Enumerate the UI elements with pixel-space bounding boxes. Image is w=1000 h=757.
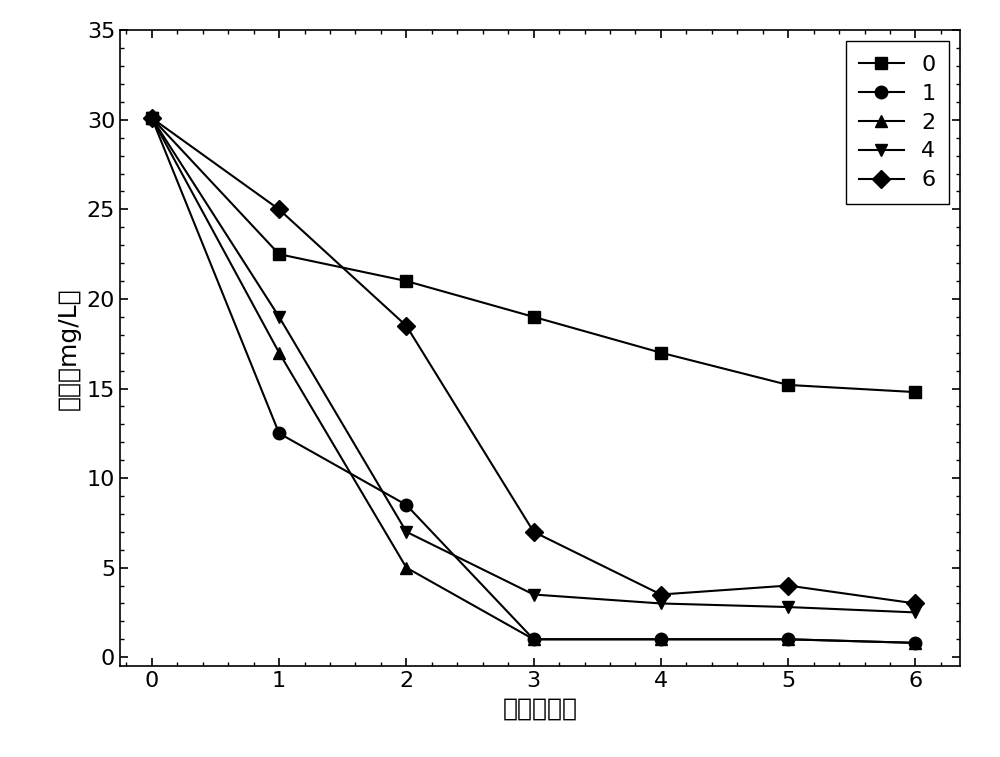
4 bbox=[273, 313, 285, 322]
4 bbox=[782, 603, 794, 612]
1 bbox=[909, 638, 921, 647]
4 bbox=[655, 599, 667, 608]
Y-axis label: 总氮（mg/L）: 总氮（mg/L） bbox=[57, 287, 81, 410]
0 bbox=[146, 114, 158, 123]
6 bbox=[400, 321, 412, 330]
1 bbox=[146, 114, 158, 123]
1 bbox=[782, 635, 794, 644]
6 bbox=[528, 528, 540, 537]
2 bbox=[909, 638, 921, 647]
4 bbox=[146, 114, 158, 123]
6 bbox=[909, 599, 921, 608]
Line: 0: 0 bbox=[146, 112, 922, 398]
2 bbox=[400, 563, 412, 572]
0 bbox=[400, 276, 412, 285]
0 bbox=[909, 388, 921, 397]
6 bbox=[146, 114, 158, 123]
2 bbox=[146, 114, 158, 123]
2 bbox=[782, 635, 794, 644]
2 bbox=[528, 635, 540, 644]
2 bbox=[273, 348, 285, 357]
0 bbox=[782, 381, 794, 390]
6 bbox=[273, 205, 285, 214]
4 bbox=[400, 528, 412, 537]
Line: 4: 4 bbox=[146, 112, 922, 618]
6 bbox=[655, 590, 667, 599]
X-axis label: 时间（天）: 时间（天） bbox=[503, 696, 578, 721]
4 bbox=[528, 590, 540, 599]
1 bbox=[655, 635, 667, 644]
Legend: 0, 1, 2, 4, 6: 0, 1, 2, 4, 6 bbox=[846, 42, 949, 204]
1 bbox=[273, 428, 285, 438]
1 bbox=[528, 635, 540, 644]
Line: 6: 6 bbox=[146, 112, 922, 609]
6 bbox=[782, 581, 794, 590]
1 bbox=[400, 500, 412, 509]
0 bbox=[528, 313, 540, 322]
Line: 2: 2 bbox=[146, 112, 922, 649]
4 bbox=[909, 608, 921, 617]
Line: 1: 1 bbox=[146, 112, 922, 649]
2 bbox=[655, 635, 667, 644]
0 bbox=[273, 250, 285, 259]
0 bbox=[655, 348, 667, 357]
